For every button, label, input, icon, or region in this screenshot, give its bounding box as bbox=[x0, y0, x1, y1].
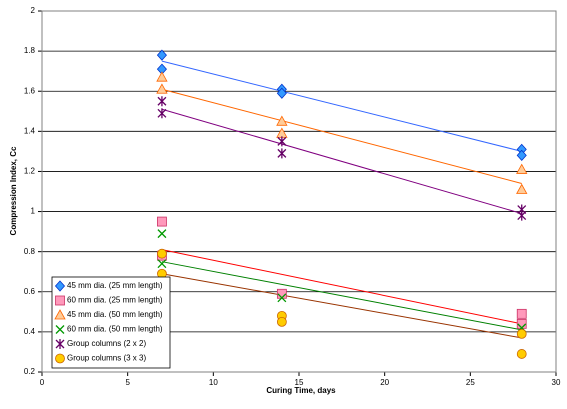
marker bbox=[516, 149, 527, 161]
x-tick-label: 25 bbox=[466, 378, 475, 387]
x-tick-label: 20 bbox=[380, 378, 389, 387]
marker bbox=[516, 183, 528, 194]
trend-line bbox=[161, 273, 522, 339]
marker bbox=[157, 259, 167, 269]
marker bbox=[157, 229, 167, 239]
marker bbox=[516, 349, 527, 359]
trend-line bbox=[161, 108, 522, 215]
marker bbox=[516, 308, 527, 319]
trend-line bbox=[161, 60, 522, 152]
marker bbox=[157, 96, 167, 107]
marker bbox=[156, 83, 168, 94]
legend-marker bbox=[54, 280, 66, 292]
x-tick-label: 10 bbox=[209, 378, 218, 387]
marker bbox=[156, 71, 168, 82]
y-tick-label: 0.6 bbox=[24, 287, 36, 296]
y-tick-label: 1 bbox=[31, 207, 36, 216]
y-axis-title: Compression Index, Cc bbox=[9, 146, 18, 235]
x-tick-label: 0 bbox=[40, 378, 45, 387]
trend-line bbox=[161, 261, 522, 331]
x-tick-label: 30 bbox=[552, 378, 561, 387]
legend-marker bbox=[55, 325, 65, 334]
y-tick-label: 1.6 bbox=[24, 86, 36, 95]
marker bbox=[276, 316, 287, 327]
y-tick-label: 0.8 bbox=[24, 247, 36, 256]
legend-marker bbox=[55, 295, 65, 306]
legend-label: 45 mm dia. (25 mm length) bbox=[67, 281, 163, 290]
marker bbox=[157, 108, 167, 119]
trend-line bbox=[161, 249, 522, 325]
marker bbox=[516, 163, 528, 174]
y-tick-label: 2 bbox=[31, 6, 36, 15]
legend-box bbox=[51, 276, 171, 369]
marker bbox=[157, 216, 167, 227]
marker bbox=[276, 115, 288, 126]
y-tick-label: 1.4 bbox=[24, 126, 36, 135]
legend-label: 60 mm dia. (50 mm length) bbox=[67, 325, 163, 334]
marker bbox=[276, 87, 287, 99]
marker bbox=[157, 248, 167, 259]
y-tick-label: 1.8 bbox=[24, 46, 36, 55]
x-axis-title: Curing Time, days bbox=[266, 386, 336, 395]
legend-label: Group columns (3 x 3) bbox=[67, 354, 146, 363]
legend-label: Group columns (2 x 2) bbox=[67, 339, 146, 348]
marker bbox=[276, 127, 288, 138]
marker bbox=[277, 148, 287, 159]
marker bbox=[156, 49, 167, 61]
legend-marker bbox=[55, 353, 65, 364]
marker bbox=[516, 328, 527, 339]
marker bbox=[517, 210, 527, 221]
legend: 45 mm dia. (25 mm length) 60 mm dia. (25 … bbox=[51, 276, 171, 369]
legend-marker bbox=[55, 339, 65, 349]
plot-frame bbox=[41, 10, 557, 373]
legend-marker bbox=[54, 309, 66, 320]
marker bbox=[277, 293, 287, 303]
trend-line bbox=[161, 88, 522, 184]
y-tick-label: 1.2 bbox=[24, 167, 36, 176]
x-tick-label: 5 bbox=[125, 378, 130, 387]
y-tick-label: 0.2 bbox=[24, 367, 36, 376]
y-tick-label: 0.4 bbox=[24, 327, 36, 336]
x-tick-label: 15 bbox=[295, 378, 304, 387]
legend-label: 45 mm dia. (50 mm length) bbox=[67, 310, 163, 319]
marker bbox=[277, 136, 287, 147]
legend-label: 60 mm dia. (25 mm length) bbox=[67, 296, 163, 305]
